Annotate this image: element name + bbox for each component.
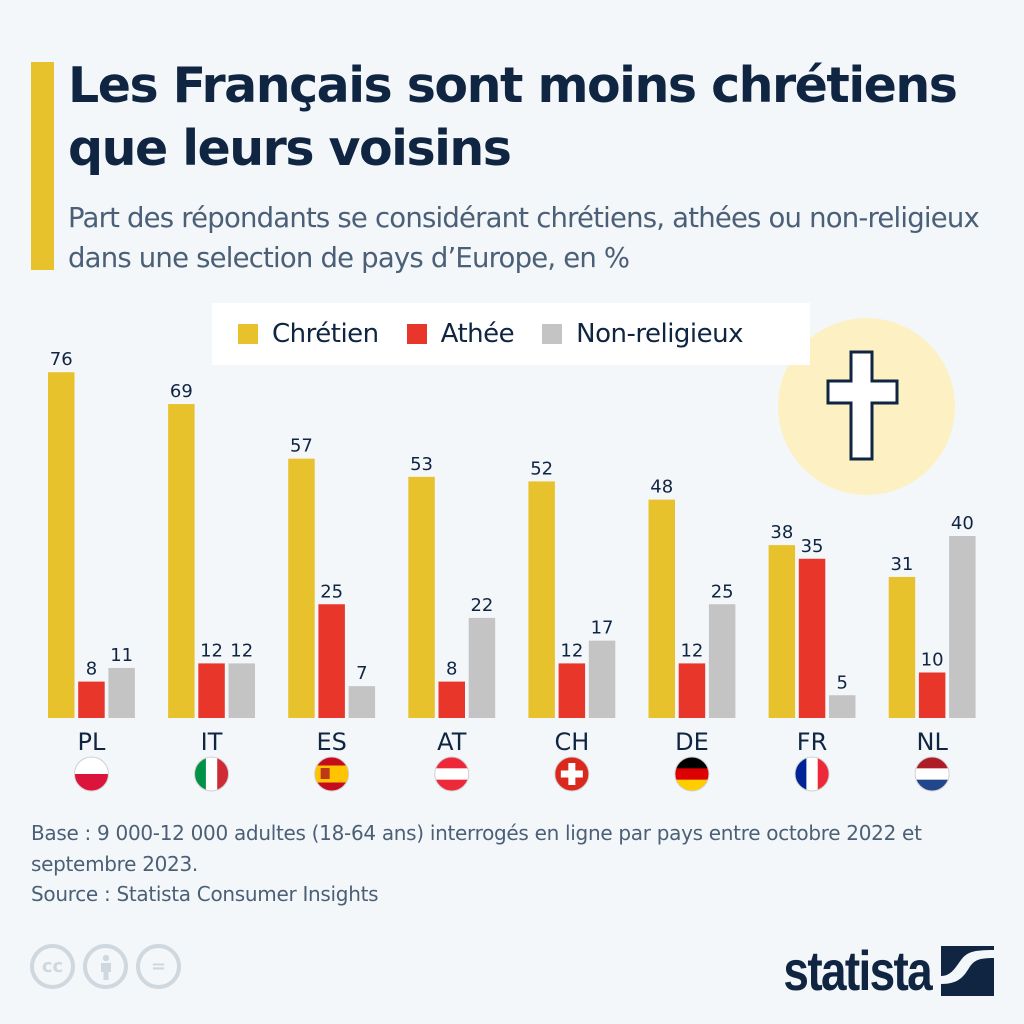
flag-poland-icon: [73, 756, 109, 792]
brand-name: statista: [783, 939, 932, 1002]
bar-de-1: [678, 663, 706, 718]
attribution-icon[interactable]: [83, 944, 128, 989]
cc-icon[interactable]: cc: [30, 944, 75, 989]
bar-value-label: 12: [200, 640, 223, 661]
chart-subtitle: Part des répondants se considérant chrét…: [68, 202, 980, 274]
bar-value-label: 52: [530, 458, 553, 479]
flag-italy-icon: [194, 756, 230, 792]
bar-value-label: 69: [170, 381, 193, 402]
bar-value-label: 12: [230, 640, 253, 661]
legend-label: Athée: [440, 319, 515, 349]
flag-germany-icon: [674, 756, 710, 792]
bar-de-2: [708, 604, 736, 718]
bar-value-label: 12: [680, 640, 703, 661]
category-label: ES: [316, 728, 346, 756]
bar-value-label: 11: [110, 645, 133, 666]
title-accent-bar: [31, 62, 54, 270]
legend-item-athee: Athée: [406, 319, 515, 349]
category-label: CH: [554, 728, 589, 756]
statista-logo-icon: [941, 945, 994, 996]
category-label: FR: [797, 728, 827, 756]
bar-value-label: 22: [470, 595, 493, 616]
source: Source : Statista Consumer Insights: [31, 882, 379, 906]
category-label: DE: [675, 728, 709, 756]
statista-logo[interactable]: statista: [751, 938, 994, 1003]
cc-icon-label: cc: [41, 956, 64, 977]
bar-value-label: 48: [650, 477, 673, 498]
bar-it-0: [168, 404, 195, 718]
bar-value-label: 76: [50, 349, 73, 370]
bar-value-label: 12: [560, 640, 583, 661]
bar-es-1: [318, 604, 345, 718]
bar-value-label: 35: [801, 536, 824, 557]
bar-value-label: 10: [921, 650, 944, 671]
legend-label: Chrétien: [272, 319, 379, 349]
chart-title: Les Français sont moins chrétiens que le…: [68, 57, 958, 177]
bar-value-label: 8: [86, 659, 97, 680]
flag-france-icon: [794, 756, 830, 792]
bar-value-label: 7: [356, 663, 367, 684]
category-label: AT: [437, 728, 467, 756]
bar-it-2: [228, 663, 255, 718]
bar-value-label: 25: [711, 581, 734, 602]
flag-spain-icon: [314, 756, 350, 792]
bar-pl-1: [78, 681, 105, 718]
bar-value-label: 38: [770, 522, 793, 543]
legend-label: Non-religieux: [576, 319, 744, 349]
bar-value-label: 40: [951, 513, 974, 534]
bar-value-label: 53: [410, 454, 433, 475]
bar-fr-1: [798, 558, 826, 718]
legend-item-chretien: Chrétien: [238, 319, 379, 349]
bar-at-1: [438, 681, 465, 718]
bar-ch-0: [528, 481, 555, 718]
license-icons: cc =: [30, 944, 181, 989]
bar-value-label: 8: [446, 659, 457, 680]
legend-swatch-non-religieux: [542, 324, 563, 344]
bar-fr-2: [829, 695, 856, 718]
category-label: NL: [916, 728, 948, 756]
bar-value-label: 31: [890, 554, 913, 575]
flag-austria-icon: [434, 756, 470, 792]
category-label: IT: [201, 728, 223, 756]
footnote: Base : 9 000-12 000 adultes (18-64 ans) …: [31, 821, 922, 876]
bar-at-0: [408, 476, 435, 718]
bar-nl-2: [949, 536, 976, 718]
bar-de-0: [648, 499, 675, 718]
bar-value-label: 57: [290, 436, 313, 457]
bar-it-1: [198, 663, 225, 718]
legend-swatch-athee: [406, 324, 427, 344]
bar-pl-2: [108, 667, 135, 718]
bar-at-2: [468, 617, 496, 718]
category-label: PL: [78, 728, 106, 756]
bar-ch-2: [588, 640, 616, 718]
bar-nl-1: [918, 672, 946, 718]
no-derivatives-icon[interactable]: =: [136, 944, 181, 989]
bar-es-0: [288, 458, 315, 718]
legend-item-non-religieux: Non-religieux: [542, 319, 744, 349]
bar-value-label: 17: [591, 618, 614, 639]
bar-value-label: 5: [837, 672, 848, 693]
no-derivatives-label: =: [150, 956, 167, 977]
person-glyph: [100, 954, 111, 980]
flag-switzerland-icon: [554, 756, 590, 792]
bar-nl-0: [888, 576, 916, 718]
bar-value-label: 25: [320, 581, 343, 602]
bar-fr-0: [768, 545, 796, 718]
bar-ch-1: [558, 663, 586, 718]
flag-netherlands-icon: [914, 756, 950, 792]
bar-pl-0: [48, 372, 75, 718]
legend-swatch-chretien: [238, 324, 258, 344]
legend: Chrétien Athée Non-religieux: [212, 303, 810, 365]
bar-es-2: [348, 686, 376, 718]
